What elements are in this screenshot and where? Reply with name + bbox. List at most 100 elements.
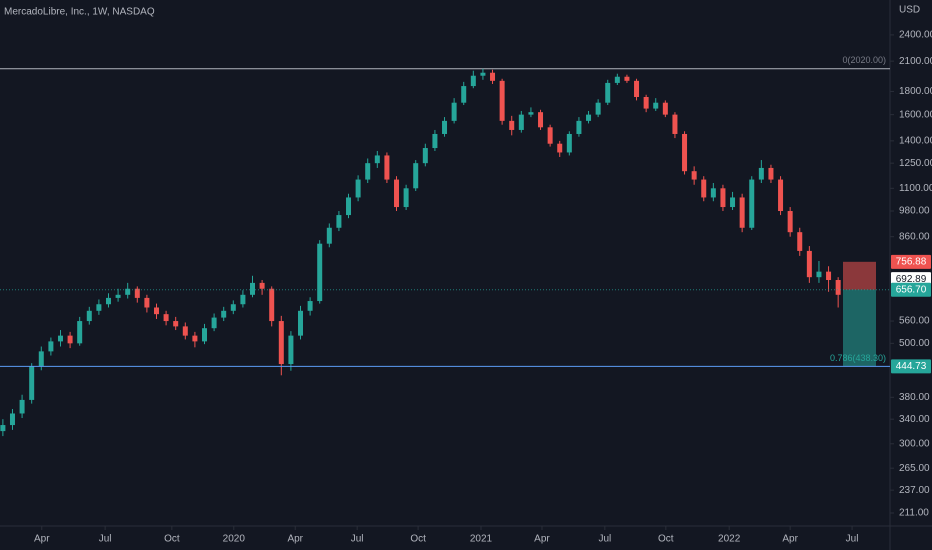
y-tick-label: 1400.00 [899,136,932,147]
x-tick-label: Apr [34,534,50,545]
candle-body [710,188,716,198]
candle-body [240,294,246,305]
candle-body [528,112,534,115]
candle-body [586,114,592,121]
candle-body [86,310,92,322]
candle-body [0,425,6,432]
x-tick-label: Jul [99,534,112,545]
candle-body [211,317,217,329]
candle-body [250,282,256,295]
target-zone [843,289,876,367]
candle-body [470,75,476,87]
candle-body [48,341,54,352]
candle-body [192,335,198,342]
candle-body [778,179,784,212]
candle-body [720,188,726,208]
currency: USD [899,5,920,16]
candle-body [691,171,697,180]
candle-body [518,114,524,130]
x-tick-label: Oct [410,534,426,545]
x-tick-label: Apr [782,534,798,545]
y-tick-label: 340.00 [899,414,930,425]
candle-body [336,215,342,228]
x-tick-label: Jul [351,534,364,545]
candle-body [499,80,505,121]
candle-body [57,335,63,342]
candle-body [9,413,15,426]
candle-body [201,328,207,342]
price-label: 756.88 [896,256,927,267]
candle-body [509,120,515,130]
candle-body [566,133,572,153]
candle-body [442,120,448,134]
price-label: 692.89 [896,274,927,285]
x-tick-label: Apr [534,534,550,545]
candle-body [125,288,131,295]
candle-body [115,294,121,298]
candle-body [365,163,371,180]
candle-body [797,232,803,251]
y-tick-label: 560.00 [899,316,930,327]
candle-body [461,86,467,103]
candle-body [269,288,275,322]
candle-body [307,301,313,311]
candle-body [413,163,419,189]
x-tick-label: Jul [598,534,611,545]
candle-body [134,288,140,298]
candle-body [672,114,678,134]
y-tick-label: 211.00 [899,508,929,519]
candle-body [538,112,544,128]
candle-body [739,197,745,228]
candle-body [288,335,294,365]
chart-title: MercadoLibre, Inc., 1W, NASDAQ [4,7,155,18]
candle-body [298,310,304,336]
candle-body [96,304,102,311]
candle-body [317,243,323,302]
candle-body [557,143,563,153]
price-label: 656.70 [896,284,927,295]
candle-body [221,310,227,318]
x-tick-label: 2022 [718,534,741,545]
candle-body [634,80,640,98]
price-label-box [891,359,931,374]
candle-body [547,127,553,144]
candle-body [758,167,764,180]
x-tick-label: Oct [658,534,674,545]
candle-body [595,102,601,115]
y-tick-label: 300.00 [899,438,930,449]
candle-body [826,271,832,281]
candle-body [259,282,265,289]
candle-body [605,82,611,103]
candle-body [173,321,179,327]
stop-zone [843,261,876,290]
candle-body [326,227,332,244]
candle-body [614,76,620,83]
candle-body [67,335,73,344]
x-tick-label: Jul [846,534,859,545]
candle-body [662,102,668,115]
y-tick-label: 1800.00 [899,86,932,97]
candle-body [701,179,707,198]
x-tick-label: Oct [164,534,180,545]
candle-body [624,76,630,81]
x-tick-label: 2021 [470,534,493,545]
candle-body [682,133,688,172]
candle-body [384,155,390,180]
candle-body [490,72,496,81]
level-label: 0(2020.00) [842,55,886,65]
candle-body [787,211,793,233]
candle-body [403,188,409,208]
candle-body [749,179,755,228]
candle-body [105,297,111,305]
candle-body [432,133,438,149]
y-tick-label: 2400.00 [899,30,932,41]
candle-body [451,102,457,121]
candle-body [19,399,25,414]
candle-body [730,197,736,208]
candle-body [806,250,812,278]
x-tick-label: 2020 [223,534,246,545]
y-tick-label: 980.00 [899,206,930,217]
candle-body [653,102,659,109]
candle-body [77,321,83,344]
